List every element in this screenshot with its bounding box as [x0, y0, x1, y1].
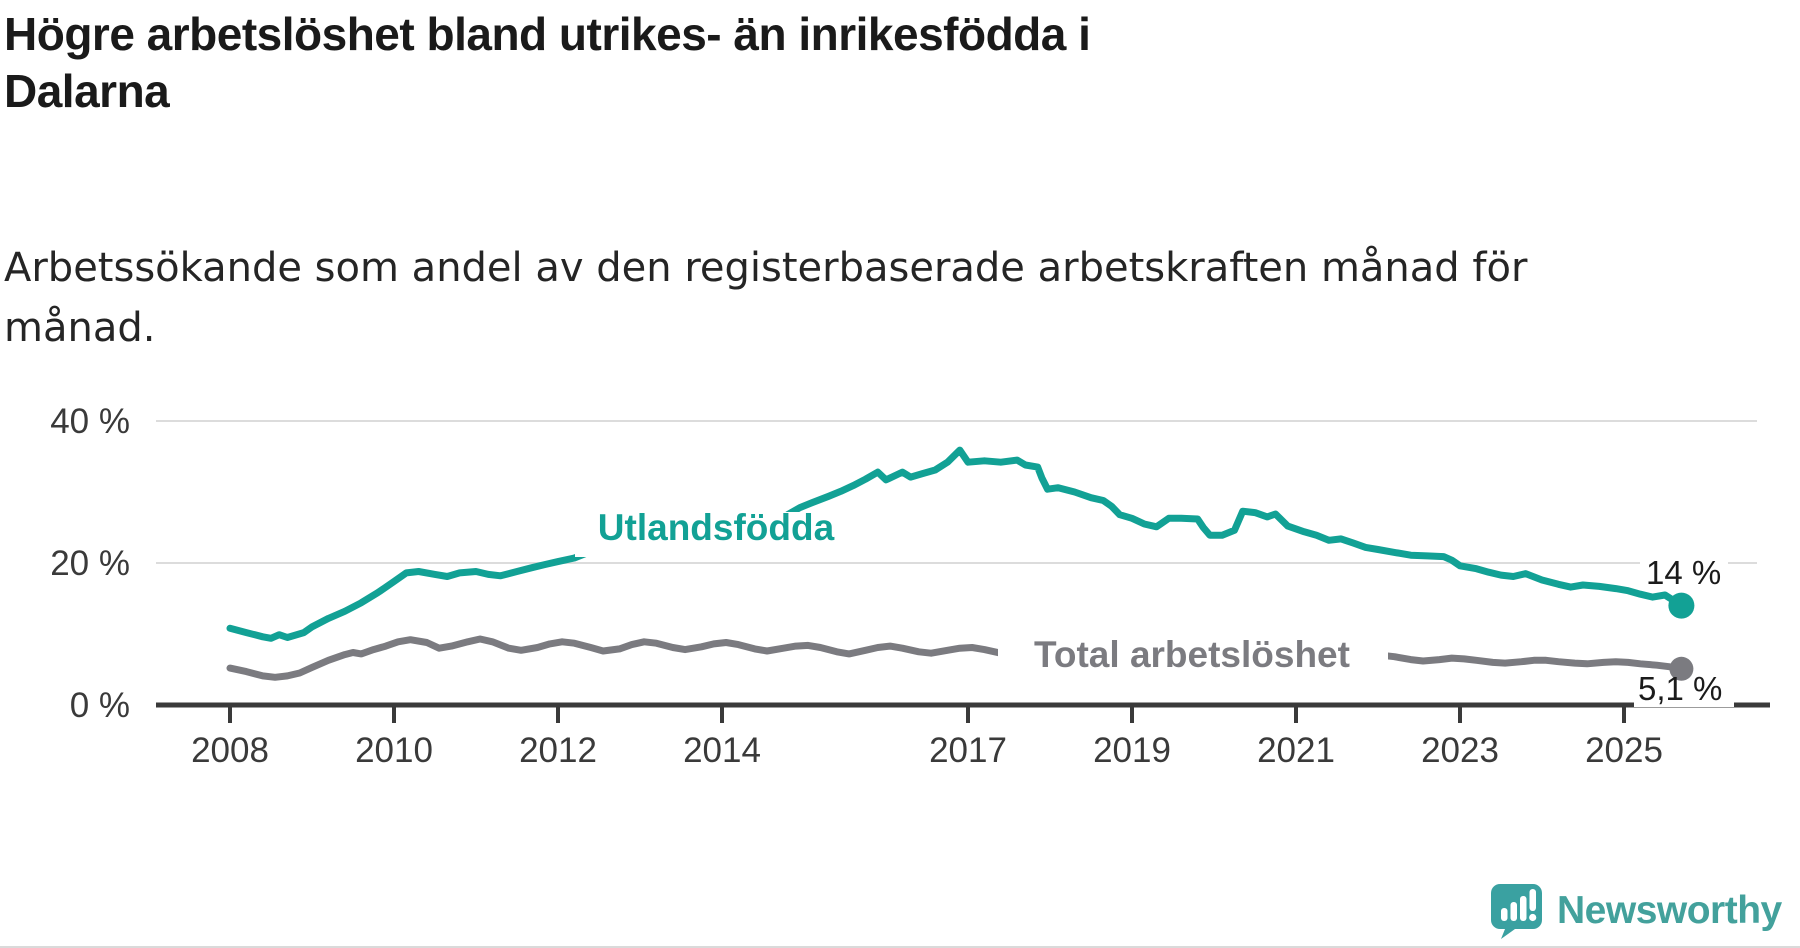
gridlines: 0 % 20 % 40 % — [50, 402, 1770, 725]
bottom-divider — [0, 946, 1800, 948]
title-line-1: Högre arbetslöshet bland utrikes- än inr… — [4, 8, 1091, 60]
end-value-14-mask — [1640, 556, 1728, 590]
x-tick-label: 2019 — [1093, 731, 1171, 770]
exclamation-bar — [1529, 889, 1536, 911]
x-axis: 2008 2010 2012 2014 2017 2019 2021 2023 2025 — [191, 705, 1663, 770]
utlandsfodda-label-mask — [575, 512, 859, 557]
x-tick-label: 2010 — [355, 731, 433, 770]
x-tick-label: 2025 — [1585, 731, 1663, 770]
utlandsfodda-series-label: Utlandsfödda — [598, 507, 835, 548]
exclamation-dot — [1529, 913, 1537, 922]
total-end-dot — [1669, 656, 1694, 681]
utlandsfodda-line — [226, 446, 1685, 642]
x-tick-label: 2017 — [929, 731, 1007, 770]
y-tick-label: 0 % — [70, 686, 130, 725]
x-tick-label: 2023 — [1421, 731, 1499, 770]
newsworthy-branding: Newsworthy — [1489, 882, 1782, 939]
bar-small — [1501, 908, 1508, 921]
subtitle-line-1: Arbetssökande som andel av den registerb… — [4, 245, 1528, 291]
newsworthy-wordmark: Newsworthy — [1557, 888, 1782, 932]
bar-tall — [1520, 896, 1527, 921]
newsworthy-logo-icon — [1491, 884, 1542, 939]
total-series-label: Total arbetslöshet — [1034, 634, 1350, 675]
x-tick-label: 2012 — [519, 731, 597, 770]
y-tick-label: 40 % — [50, 402, 130, 441]
x-tick-label: 2008 — [191, 731, 269, 770]
x-tick-label: 2021 — [1257, 731, 1335, 770]
bar-medium — [1510, 902, 1517, 921]
total-label-mask — [998, 638, 1388, 670]
x-tick-label: 2014 — [683, 731, 761, 770]
total-end-value: 5,1 % — [1638, 670, 1722, 707]
y-tick-label: 20 % — [50, 544, 130, 583]
chart-subtitle: Arbetssökande som andel av den registerb… — [4, 238, 1527, 358]
title-line-2: Dalarna — [4, 65, 170, 117]
subtitle-line-2: månad. — [4, 305, 156, 351]
utlandsfodda-end-dot — [1668, 592, 1695, 619]
page-title: Högre arbetslöshet bland utrikes- än inr… — [4, 6, 1091, 120]
utlandsfodda-end-value: 14 % — [1646, 554, 1721, 591]
total-arbetsloshet-line — [226, 635, 1685, 681]
